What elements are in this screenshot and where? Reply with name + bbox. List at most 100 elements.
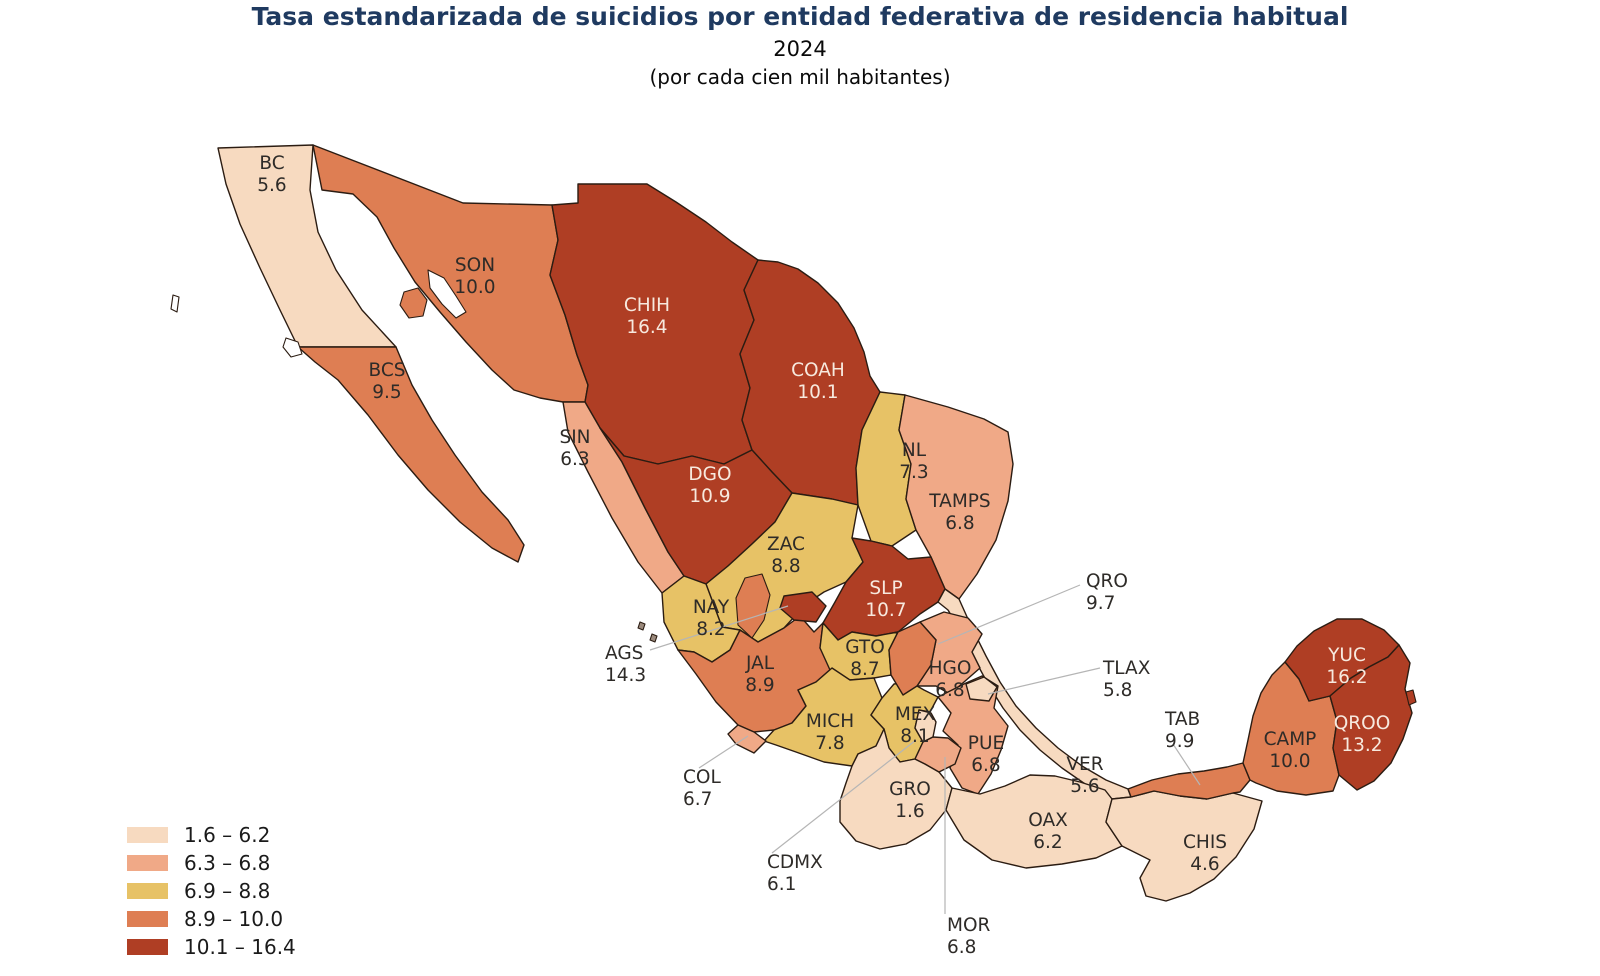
page-title: Tasa estandarizada de suicidios por enti… [251, 2, 1349, 31]
state-value-COAH: 10.1 [797, 382, 838, 403]
state-code-QROO: QROO [1334, 713, 1391, 734]
legend-swatch-3 [127, 911, 168, 927]
state-code-SIN: SIN [559, 427, 590, 448]
state-TAMPS [898, 394, 1014, 600]
state-value-BCS: 9.5 [372, 382, 401, 403]
state-code-MOR: MOR [947, 915, 991, 936]
state-value-TAB: 9.9 [1165, 731, 1194, 752]
state-value-QROO: 13.2 [1341, 735, 1382, 756]
state-value-SIN: 6.3 [560, 449, 589, 470]
legend-label-4: 10.1 – 16.4 [184, 935, 296, 959]
state-code-TLAX: TLAX [1102, 658, 1151, 679]
state-code-BCS: BCS [368, 360, 405, 381]
state-value-BC: 5.6 [257, 175, 286, 196]
state-value-YUC: 16.2 [1326, 667, 1367, 688]
states-layer [217, 144, 1413, 902]
state-code-MEX: MEX [895, 704, 936, 725]
legend-label-2: 6.9 – 8.8 [184, 879, 270, 903]
state-COL [727, 724, 767, 754]
state-code-CHIS: CHIS [1183, 832, 1227, 853]
legend-label-1: 6.3 – 6.8 [184, 851, 270, 875]
legend-swatch-0 [127, 827, 168, 843]
state-code-TAB: TAB [1164, 709, 1200, 730]
state-code-AGS: AGS [605, 643, 643, 664]
state-value-MEX: 8.1 [900, 726, 929, 747]
state-value-CAMP: 10.0 [1269, 751, 1310, 772]
state-value-OAX: 6.2 [1033, 832, 1062, 853]
state-code-YUC: YUC [1327, 645, 1366, 666]
state-TLAX [965, 676, 998, 702]
leader-lines-layer [649, 584, 1201, 914]
state-value-DGO: 10.9 [689, 486, 730, 507]
state-value-TAMPS: 6.8 [945, 513, 974, 534]
island-shape-3 [282, 337, 303, 358]
island-shape-5 [1405, 689, 1417, 706]
page-subtitle: (por cada cien mil habitantes) [649, 65, 951, 89]
state-value-CDMX: 6.1 [767, 874, 796, 895]
state-code-QRO: QRO [1086, 571, 1128, 592]
state-value-NAY: 8.2 [696, 619, 725, 640]
legend-swatch-1 [127, 855, 168, 871]
state-value-QRO: 9.7 [1086, 593, 1115, 614]
state-code-CHIH: CHIH [624, 295, 670, 316]
state-labels-layer: BC5.6BCS9.5SON10.0CHIH16.4COAH10.1NL7.3T… [257, 153, 1390, 958]
state-value-SLP: 10.7 [865, 600, 906, 621]
state-value-PUE: 6.8 [971, 755, 1000, 776]
state-value-MOR: 6.8 [947, 937, 976, 958]
legend-swatch-2 [127, 883, 168, 899]
state-value-GTO: 8.7 [850, 659, 879, 680]
state-code-MICH: MICH [806, 711, 854, 732]
state-code-JAL: JAL [745, 653, 775, 674]
state-code-GRO: GRO [889, 779, 931, 800]
state-PUE [937, 675, 1009, 795]
leader-AGS [649, 605, 789, 651]
state-code-SON: SON [455, 255, 495, 276]
state-value-CHIH: 16.4 [626, 317, 667, 338]
island-shape-6 [637, 621, 646, 631]
state-code-BC: BC [259, 153, 284, 174]
leader-COL [698, 735, 749, 769]
state-value-MICH: 7.8 [815, 733, 844, 754]
legend: 1.6 – 6.2 6.3 – 6.8 6.9 – 8.8 8.9 – 10.0 10.… [127, 823, 296, 959]
state-value-NL: 7.3 [899, 462, 928, 483]
state-value-VER: 5.6 [1070, 776, 1099, 797]
state-QRO [888, 621, 937, 696]
state-value-AGS: 14.3 [605, 665, 646, 686]
state-value-HGO: 6.8 [935, 680, 964, 701]
state-code-NL: NL [902, 440, 927, 461]
state-code-ZAC: ZAC [767, 534, 805, 555]
state-value-GRO: 1.6 [895, 801, 924, 822]
state-value-COL: 6.7 [683, 789, 712, 810]
state-MOR [914, 736, 962, 773]
leader-QRO [937, 584, 1081, 645]
state-value-TLAX: 5.8 [1103, 680, 1132, 701]
state-code-CDMX: CDMX [767, 852, 823, 873]
island-shape-0 [427, 269, 467, 319]
state-value-SON: 10.0 [454, 277, 495, 298]
state-code-VER: VER [1066, 754, 1103, 775]
state-code-NAY: NAY [693, 597, 730, 618]
legend-label-3: 8.9 – 10.0 [184, 907, 283, 931]
state-code-DGO: DGO [688, 464, 731, 485]
state-code-COAH: COAH [791, 360, 845, 381]
state-code-GTO: GTO [845, 637, 885, 658]
leader-CDMX [771, 739, 917, 854]
state-code-PUE: PUE [968, 733, 1004, 754]
state-value-JAL: 8.9 [745, 675, 774, 696]
island-shape-4 [170, 294, 180, 313]
state-code-COL: COL [683, 767, 721, 788]
island-shape-7 [649, 633, 658, 643]
state-code-CAMP: CAMP [1264, 729, 1317, 750]
state-code-OAX: OAX [1028, 810, 1068, 831]
state-BCS [297, 346, 525, 563]
leader-TLAX [987, 667, 1101, 695]
legend-label-0: 1.6 – 6.2 [184, 823, 270, 847]
leader-TAB [1172, 743, 1201, 786]
island-shape-1 [399, 287, 428, 319]
page-year: 2024 [773, 37, 827, 61]
state-value-CHIS: 4.6 [1190, 854, 1219, 875]
state-code-TAMPS: TAMPS [928, 491, 990, 512]
island-shape-2 [735, 573, 771, 639]
